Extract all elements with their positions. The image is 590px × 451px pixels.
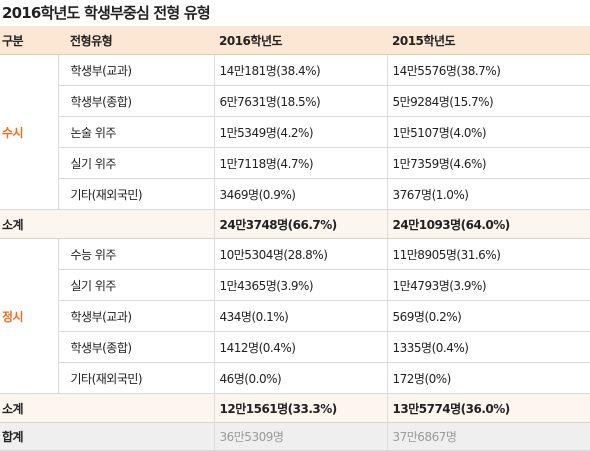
header-2015: 2015학년도 <box>387 26 590 55</box>
type-cell: 학생부(종합) <box>57 85 214 117</box>
value-2016: 6만7631명(18.5%) <box>213 85 387 117</box>
table-row: 학생부(종합) 6만7631명(18.5%) 5만9284명(15.7%) <box>0 85 590 117</box>
value-2015: 5만9284명(15.7%) <box>386 85 590 117</box>
subtotal-2016: 24만3748명(66.7%) <box>213 209 387 239</box>
value-2015: 1335명(0.4%) <box>386 331 590 363</box>
header-type: 전형유형 <box>58 26 214 55</box>
page-title: 2016학년도 학생부중심 전형 유형 <box>2 4 211 22</box>
type-cell: 학생부(교과) <box>57 54 214 86</box>
type-cell: 수능 위주 <box>57 238 214 270</box>
total-2016: 36만5309명 <box>213 422 387 451</box>
table-row: 수시 학생부(교과) 14만181명(38.4%) 14만5576명(38.7%… <box>0 54 590 210</box>
subtotal-label: 소계 <box>0 209 58 239</box>
subtotal-row-jeongsi: 소계 12만1561명(33.3%) 13만5774명(36.0%) <box>0 393 590 423</box>
subtotal-row-susi: 소계 24만3748명(66.7%) 24만1093명(64.0%) <box>0 209 590 239</box>
type-cell: 논술 위주 <box>57 116 214 148</box>
subtotal-2016: 12만1561명(33.3%) <box>213 393 387 423</box>
table-row: 정시 수능 위주 10만5304명(28.8%) 11만8905명(31.6%) <box>0 238 590 394</box>
value-2016: 434명(0.1%) <box>213 300 387 332</box>
value-2016: 1만7118명(4.7%) <box>213 147 387 179</box>
page: 2016학년도 학생부중심 전형 유형 구분 전형유형 2016학년도 2015… <box>0 4 590 451</box>
value-2016: 3469명(0.9%) <box>213 178 387 210</box>
table-row: 기타(재외국민) 3469명(0.9%) 3767명(1.0%) <box>0 178 590 210</box>
value-2015: 11만8905명(31.6%) <box>386 238 590 270</box>
value-2015: 172명(0%) <box>386 362 590 394</box>
value-2016: 1만5349명(4.2%) <box>213 116 387 148</box>
type-cell: 실기 위주 <box>57 147 214 179</box>
type-cell: 학생부(종합) <box>57 331 214 363</box>
subtotal-2015: 13만5774명(36.0%) <box>386 393 590 423</box>
subtotal-spacer <box>58 209 214 239</box>
category-susi: 수시 <box>0 54 58 210</box>
total-2015: 37만6867명 <box>386 422 590 451</box>
admission-table: 구분 전형유형 2016학년도 2015학년도 수시 학생부(교과) 14만18… <box>0 26 590 451</box>
header-category: 구분 <box>0 26 58 55</box>
value-2015: 1만5107명(4.0%) <box>386 116 590 148</box>
value-2015: 569명(0.2%) <box>386 300 590 332</box>
value-2016: 1412명(0.4%) <box>213 331 387 363</box>
type-cell: 기타(재외국민) <box>57 178 214 210</box>
table-row: 실기 위주 1만4365명(3.9%) 1만4793명(3.9%) <box>0 269 590 301</box>
subtotal-label: 소계 <box>0 393 58 423</box>
type-cell: 학생부(교과) <box>57 300 214 332</box>
value-2016: 46명(0.0%) <box>213 362 387 394</box>
total-label: 합계 <box>0 422 58 451</box>
value-2015: 1만4793명(3.9%) <box>386 269 590 301</box>
subtotal-spacer <box>58 393 214 423</box>
table-row: 학생부(교과) 434명(0.1%) 569명(0.2%) <box>0 300 590 332</box>
value-2015: 3767명(1.0%) <box>386 178 590 210</box>
header-2016: 2016학년도 <box>214 26 387 55</box>
value-2016: 14만181명(38.4%) <box>213 54 387 86</box>
value-2016: 10만5304명(28.8%) <box>213 238 387 270</box>
value-2015: 14만5576명(38.7%) <box>386 54 590 86</box>
table-row: 기타(재외국민) 46명(0.0%) 172명(0%) <box>0 362 590 394</box>
table-row: 학생부(종합) 1412명(0.4%) 1335명(0.4%) <box>0 331 590 363</box>
type-cell: 기타(재외국민) <box>57 362 214 394</box>
value-2015: 1만7359명(4.6%) <box>386 147 590 179</box>
category-jeongsi: 정시 <box>0 238 58 394</box>
subtotal-2015: 24만1093명(64.0%) <box>386 209 590 239</box>
table-row: 논술 위주 1만5349명(4.2%) 1만5107명(4.0%) <box>0 116 590 148</box>
value-2016: 1만4365명(3.9%) <box>213 269 387 301</box>
total-spacer <box>58 422 214 451</box>
table-row: 실기 위주 1만7118명(4.7%) 1만7359명(4.6%) <box>0 147 590 179</box>
table-header-row: 구분 전형유형 2016학년도 2015학년도 <box>0 26 590 55</box>
total-row: 합계 36만5309명 37만6867명 <box>0 422 590 451</box>
type-cell: 실기 위주 <box>57 269 214 301</box>
